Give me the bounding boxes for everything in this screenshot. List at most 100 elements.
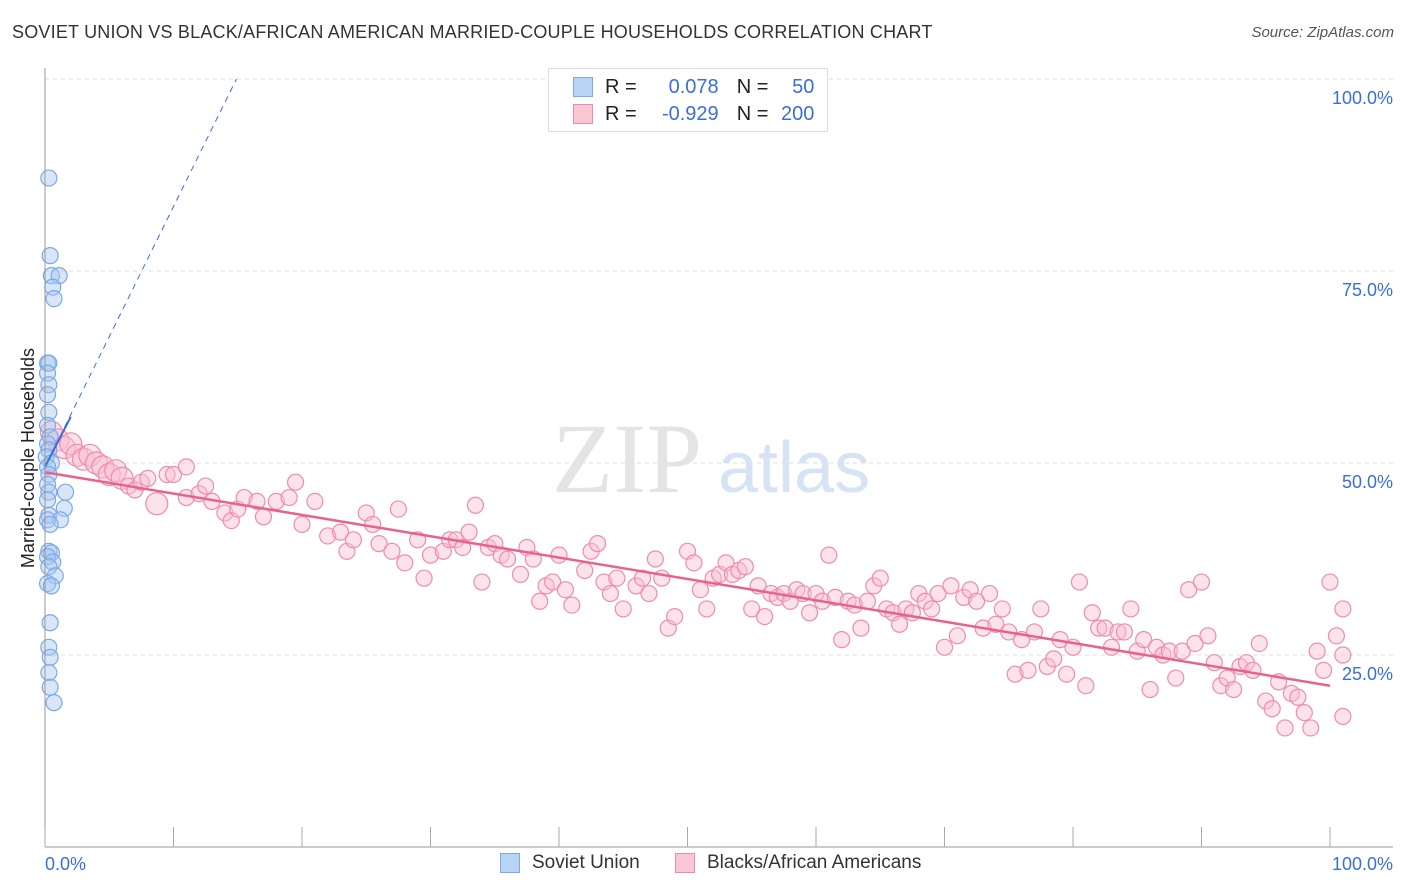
blacks-point (306, 492, 324, 510)
blacks-point (383, 542, 401, 560)
blacks-point (280, 488, 298, 507)
blacks-point (293, 515, 311, 534)
r-label: R = (605, 102, 637, 125)
blacks-point (935, 638, 954, 656)
blacks-point (1186, 634, 1204, 653)
blacks-point (1302, 719, 1320, 737)
blacks-point (1334, 646, 1352, 664)
chart-title: SOVIET UNION VS BLACK/AFRICAN AMERICAN M… (12, 22, 933, 42)
r-value: -0.929 (661, 102, 719, 125)
soviet-union-trendline (44, 78, 237, 468)
series-name: Blacks/African Americans (707, 852, 922, 873)
legend-row-soviet-union: R = 0.078 N = 50 (573, 75, 814, 99)
blacks-point (78, 443, 102, 467)
blacks-point (511, 565, 530, 583)
soviet-union-point (56, 483, 75, 501)
blacks-point (370, 535, 388, 553)
blacks-point (1225, 680, 1243, 699)
blacks-point (826, 588, 844, 607)
blacks-point (1006, 665, 1024, 683)
blacks-point (1135, 631, 1153, 649)
blacks-point (820, 546, 838, 564)
blacks-point (633, 569, 652, 587)
blacks-point (531, 592, 549, 610)
n-value: 200 (781, 102, 815, 125)
y-axis-label: Married-couple Households (18, 348, 38, 568)
blacks-point (1244, 661, 1262, 679)
blacks-point (698, 600, 716, 618)
blacks-point (1263, 700, 1281, 718)
blacks-point (1077, 677, 1095, 695)
blacks-point (158, 465, 176, 484)
blacks-point (1289, 688, 1307, 706)
blacks-point (646, 550, 664, 568)
blacks-point (1109, 623, 1127, 641)
blacks-point (543, 573, 562, 591)
blacks-point (852, 619, 870, 637)
series-name: Soviet Union (532, 852, 640, 873)
blacks-point (1334, 707, 1352, 726)
blacks-point (499, 550, 517, 568)
legend-swatch-pink (573, 104, 593, 124)
y-tick-label: 100.0% (1332, 88, 1393, 108)
blacks-point (1250, 634, 1268, 653)
soviet-union-point (41, 515, 59, 534)
blacks-point (691, 581, 709, 599)
soviet-union-point (45, 694, 63, 712)
blacks-point (588, 535, 607, 553)
blacks-point (640, 584, 658, 603)
blacks-point (1032, 600, 1050, 618)
soviet-union-point (40, 169, 58, 187)
blacks-point (980, 584, 999, 603)
blacks-point (556, 581, 575, 599)
blacks-point (871, 569, 889, 587)
legend-row-blacks: R = -0.929 N = 200 (573, 102, 814, 126)
soviet-union-point (38, 491, 57, 509)
blacks-point (755, 607, 774, 626)
soviet-union-point (41, 247, 59, 265)
blacks-point (248, 492, 266, 510)
blacks-point (319, 527, 337, 545)
soviet-union-point (38, 511, 57, 529)
blacks-point (389, 500, 407, 518)
blacks-point (473, 573, 491, 591)
soviet-union-point (41, 428, 59, 446)
soviet-union-point (45, 290, 63, 308)
blacks-point (1180, 581, 1198, 599)
blacks-point (923, 600, 941, 618)
watermark-zip: ZIP (552, 403, 702, 514)
blacks-point (942, 577, 960, 595)
blacks-point (736, 558, 754, 576)
series-legend-soviet-union: Soviet Union (500, 852, 640, 874)
blacks-point (460, 523, 478, 541)
blacks-point (254, 508, 273, 526)
blacks-point (1141, 680, 1159, 699)
soviet-union-point (41, 614, 59, 632)
blacks-point (421, 546, 440, 564)
blacks-point (344, 531, 362, 549)
blacks-point (614, 600, 632, 618)
n-label: N = (736, 75, 769, 98)
blacks-point (1090, 619, 1108, 637)
blacks-point (286, 473, 305, 491)
blacks-point (1167, 669, 1185, 687)
blacks-point (1314, 661, 1333, 679)
blacks-point (139, 469, 157, 487)
blacks-point (948, 627, 966, 645)
blacks-point (833, 631, 851, 649)
blacks-point (1308, 642, 1326, 660)
swatch-pink (675, 853, 695, 873)
blacks-point (1334, 600, 1352, 618)
blacks-point (104, 459, 128, 483)
blacks-point (550, 546, 568, 564)
r-label: R = (605, 75, 637, 98)
blacks-point (993, 600, 1011, 618)
blacks-point (1173, 642, 1191, 660)
series-legend-blacks: Blacks/African Americans (675, 852, 921, 874)
blacks-point (1295, 703, 1313, 722)
y-tick-label: 50.0% (1342, 472, 1393, 492)
n-label: N = (736, 102, 769, 125)
blacks-point (608, 569, 626, 587)
blacks-point (1122, 600, 1140, 618)
blacks-point (1115, 623, 1134, 641)
